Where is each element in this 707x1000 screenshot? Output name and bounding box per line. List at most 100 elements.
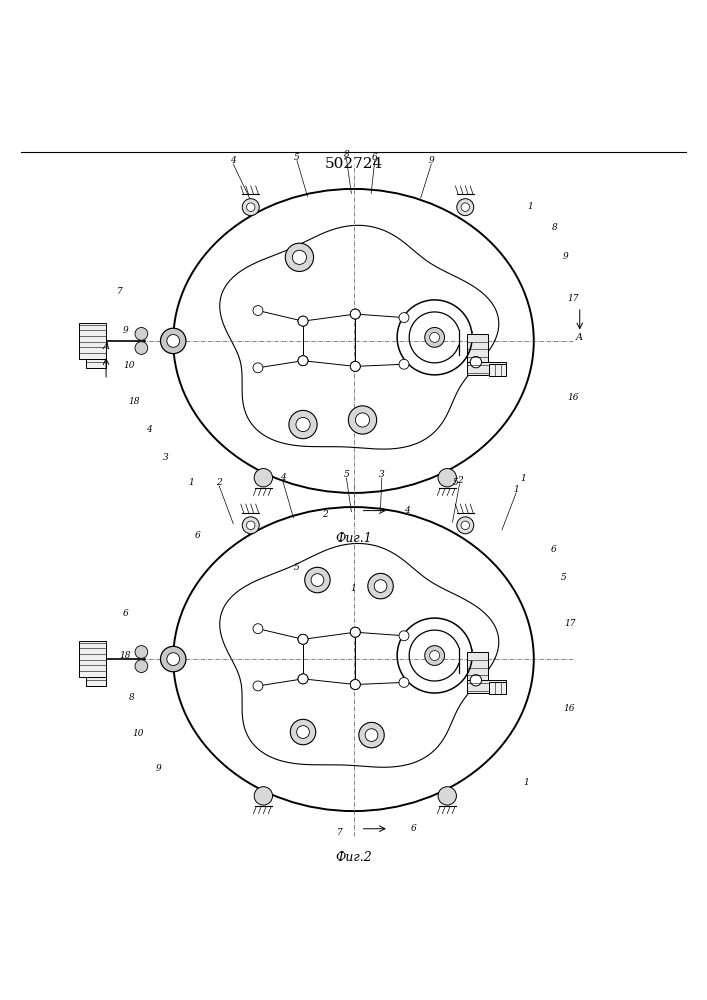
Text: 4: 4: [404, 506, 409, 515]
Text: 502724: 502724: [325, 157, 382, 171]
Text: 5: 5: [453, 478, 459, 487]
Circle shape: [351, 680, 361, 689]
Text: 7: 7: [117, 287, 123, 296]
Circle shape: [135, 327, 148, 340]
Bar: [79, 641, 106, 677]
Circle shape: [298, 356, 308, 366]
Text: Фиг.2: Фиг.2: [335, 851, 372, 864]
Circle shape: [311, 574, 324, 586]
Circle shape: [351, 627, 361, 637]
Text: 8: 8: [129, 693, 135, 702]
Text: 2: 2: [216, 478, 222, 487]
Circle shape: [305, 567, 330, 593]
Circle shape: [351, 361, 361, 371]
Circle shape: [461, 521, 469, 530]
Bar: [86, 677, 106, 686]
Circle shape: [298, 674, 308, 684]
Circle shape: [298, 356, 308, 366]
Circle shape: [255, 469, 273, 487]
Bar: [467, 334, 488, 375]
Circle shape: [351, 680, 361, 689]
Circle shape: [438, 469, 457, 487]
Circle shape: [356, 413, 370, 427]
Text: 1: 1: [513, 485, 519, 494]
Circle shape: [349, 406, 377, 434]
Text: 5: 5: [344, 470, 349, 479]
Text: 1: 1: [188, 478, 194, 487]
Text: 17: 17: [565, 619, 576, 628]
Bar: [489, 364, 506, 376]
Text: A: A: [103, 342, 110, 351]
Circle shape: [253, 363, 263, 373]
Text: 9: 9: [428, 156, 434, 165]
Text: 6: 6: [551, 545, 556, 554]
Text: 16: 16: [563, 704, 575, 713]
Circle shape: [243, 517, 259, 534]
Text: 3: 3: [379, 470, 385, 479]
Circle shape: [298, 634, 308, 644]
Circle shape: [135, 342, 148, 354]
Circle shape: [160, 328, 186, 354]
Circle shape: [457, 517, 474, 534]
Text: 18: 18: [119, 651, 131, 660]
Text: 5: 5: [294, 153, 300, 162]
Text: 6: 6: [372, 153, 378, 162]
Circle shape: [135, 660, 148, 673]
Text: 4: 4: [230, 156, 236, 165]
Text: Фиг.1: Фиг.1: [335, 532, 372, 545]
Circle shape: [297, 726, 310, 738]
Text: 18: 18: [129, 397, 140, 406]
Circle shape: [425, 646, 445, 665]
Circle shape: [167, 653, 180, 665]
Text: 6: 6: [411, 824, 416, 833]
Bar: [86, 359, 106, 368]
Bar: [489, 682, 506, 694]
Circle shape: [253, 306, 263, 315]
Text: 4: 4: [280, 473, 286, 482]
Text: 10: 10: [124, 361, 135, 370]
Text: 9: 9: [156, 764, 162, 773]
Circle shape: [292, 250, 307, 264]
Circle shape: [298, 674, 308, 684]
Circle shape: [253, 681, 263, 691]
Circle shape: [470, 675, 481, 686]
Circle shape: [351, 627, 361, 637]
Text: 8: 8: [344, 150, 349, 159]
Text: 6: 6: [122, 609, 128, 618]
Bar: [467, 362, 506, 375]
Text: 7: 7: [337, 828, 342, 837]
Text: 5: 5: [561, 573, 566, 582]
Circle shape: [461, 203, 469, 211]
Text: 3: 3: [163, 453, 169, 462]
Bar: [467, 680, 506, 693]
Text: 1: 1: [351, 584, 356, 593]
Circle shape: [247, 203, 255, 211]
Text: 2: 2: [322, 510, 328, 519]
Circle shape: [135, 646, 148, 658]
Text: 2: 2: [457, 476, 462, 485]
Circle shape: [430, 332, 440, 342]
Circle shape: [253, 624, 263, 634]
Circle shape: [374, 580, 387, 592]
Circle shape: [438, 787, 457, 805]
Circle shape: [358, 722, 385, 748]
Circle shape: [286, 243, 313, 271]
Circle shape: [365, 729, 378, 741]
Circle shape: [255, 787, 273, 805]
Text: 17: 17: [567, 294, 578, 303]
Circle shape: [296, 417, 310, 432]
Text: 1: 1: [527, 202, 533, 211]
Text: 9: 9: [122, 326, 128, 335]
Circle shape: [160, 646, 186, 672]
Circle shape: [399, 677, 409, 687]
Circle shape: [298, 634, 308, 644]
Text: 1: 1: [520, 474, 526, 483]
Text: A: A: [576, 333, 583, 342]
Circle shape: [351, 309, 361, 319]
Circle shape: [298, 316, 308, 326]
Circle shape: [430, 651, 440, 660]
Bar: [79, 323, 106, 359]
Circle shape: [425, 327, 445, 347]
Circle shape: [368, 573, 393, 599]
Circle shape: [351, 361, 361, 371]
